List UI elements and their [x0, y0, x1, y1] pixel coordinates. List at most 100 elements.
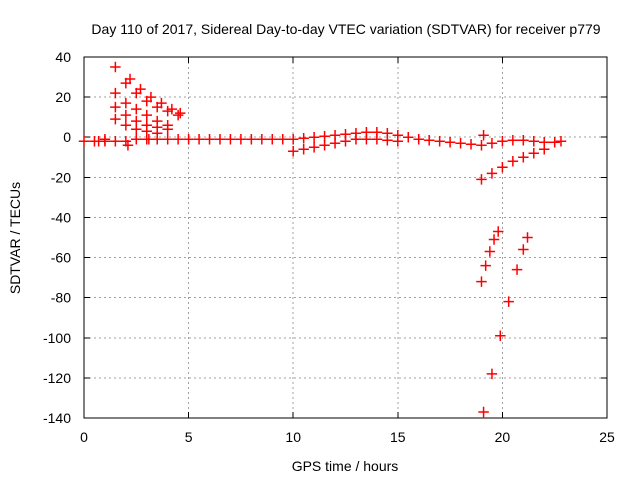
data-point — [507, 134, 519, 146]
data-point — [555, 135, 567, 147]
data-point — [518, 134, 529, 146]
x-axis-label: GPS time / hours — [292, 458, 399, 474]
data-point — [214, 133, 226, 145]
y-tick-label: -100 — [43, 330, 71, 346]
data-point — [193, 133, 205, 145]
y-tick-label: 40 — [55, 49, 71, 65]
data-point — [403, 131, 414, 143]
data-point — [174, 107, 186, 119]
data-point — [423, 134, 435, 146]
y-tick-label: -80 — [51, 290, 71, 306]
data-point — [528, 135, 540, 147]
data-point — [141, 125, 153, 137]
data-point — [131, 133, 142, 145]
data-point — [110, 135, 121, 147]
data-point — [93, 135, 104, 147]
data-point — [476, 276, 487, 287]
data-point — [256, 133, 268, 145]
data-point — [277, 133, 288, 145]
data-point — [434, 135, 445, 147]
data-point — [507, 156, 519, 167]
data-point — [110, 113, 121, 125]
data-point — [131, 87, 142, 99]
data-point — [549, 136, 560, 148]
x-tick-label: 15 — [390, 429, 406, 445]
data-point — [495, 330, 506, 342]
x-tick-label: 5 — [185, 429, 193, 445]
x-tick-label: 10 — [285, 429, 301, 445]
x-tick-label: 20 — [495, 429, 511, 445]
data-point — [444, 136, 456, 148]
data-point — [166, 103, 178, 115]
data-point — [503, 296, 514, 307]
data-point — [476, 139, 487, 151]
x-tick-label: 25 — [599, 429, 615, 445]
x-tick-label: 0 — [80, 429, 88, 445]
series-steep-long — [478, 232, 533, 418]
data-point — [522, 232, 533, 243]
data-point — [476, 174, 487, 185]
data-point — [120, 77, 132, 89]
data-point — [486, 168, 498, 179]
y-tick-label: 20 — [55, 89, 71, 105]
data-point — [371, 133, 383, 145]
data-point — [319, 130, 330, 142]
data-point — [484, 246, 496, 257]
data-point — [162, 105, 173, 117]
data-point — [110, 87, 121, 99]
series-arc-5 — [124, 73, 186, 119]
data-point — [298, 144, 309, 155]
series-steep-short — [476, 226, 504, 287]
data-point — [486, 368, 498, 380]
series-arc-1 — [110, 61, 184, 121]
data-point — [246, 133, 257, 145]
plot-frame — [83, 56, 608, 419]
data-point — [235, 133, 247, 145]
data-point — [120, 135, 132, 147]
data-point — [497, 135, 508, 147]
data-point — [361, 133, 372, 145]
data-point — [528, 148, 540, 159]
data-point — [492, 226, 504, 237]
data-point — [110, 101, 121, 113]
data-point — [120, 109, 132, 121]
data-point — [162, 123, 173, 135]
data-point — [110, 61, 121, 73]
data-point — [135, 83, 146, 95]
data-point — [382, 134, 393, 146]
data-point — [141, 109, 153, 121]
data-point — [172, 133, 184, 145]
data-point — [225, 133, 236, 145]
data-point — [478, 406, 489, 418]
data-point — [488, 234, 500, 245]
data-point — [131, 123, 142, 135]
data-point — [156, 97, 167, 109]
data-point — [267, 133, 278, 145]
data-point — [329, 137, 341, 149]
y-tick-label: -140 — [43, 410, 71, 426]
data-point — [497, 162, 508, 173]
y-tick-label: -60 — [51, 250, 71, 266]
data-point — [478, 129, 489, 141]
data-point — [413, 133, 424, 145]
data-point — [319, 139, 330, 151]
data-point — [141, 95, 153, 107]
data-point — [465, 138, 477, 150]
series-arc-4 — [110, 113, 163, 139]
y-axis-label: SDTVAR / TECUs — [7, 182, 23, 294]
data-point — [78, 135, 90, 147]
data-point — [350, 133, 362, 145]
data-point — [308, 142, 320, 153]
data-point — [340, 135, 351, 147]
data-point — [151, 127, 163, 139]
data-point — [308, 131, 320, 143]
data-point — [287, 133, 299, 145]
data-point — [511, 264, 523, 275]
data-point — [298, 132, 309, 144]
data-point — [518, 244, 529, 255]
data-point — [151, 101, 163, 113]
data-point — [538, 144, 550, 155]
chart-title: Day 110 of 2017, Sidereal Day-to-day VTE… — [91, 21, 600, 37]
y-tick-label: 0 — [63, 129, 71, 145]
